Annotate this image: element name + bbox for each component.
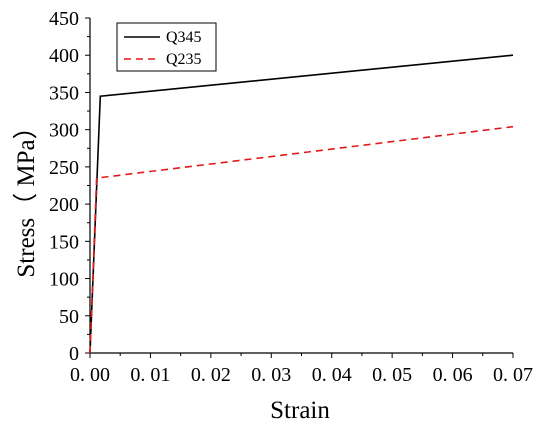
y-tick-label: 150 [49,231,79,253]
y-tick-label: 350 [49,82,79,104]
legend-label-q345: Q345 [166,29,202,46]
y-tick-label: 250 [49,157,79,179]
y-tick-label: 300 [49,120,79,142]
y-tick-label: 450 [49,8,79,30]
legend: Q345 Q235 [116,22,217,72]
x-tick-label: 0. 02 [191,364,231,386]
series-line-q235 [89,125,514,354]
y-tick-label: 0 [69,343,79,365]
series-layer [89,54,514,354]
x-tick-label: 0. 03 [251,364,291,386]
y-axis-ticks: 0 50 100 150 200 250 300 350 400 450 [49,8,90,365]
x-tick-label: 0. 04 [312,364,352,386]
y-axis-title: Stress（ MPa） [12,114,40,277]
x-tick-label: 0. 05 [372,364,412,386]
x-tick-label: 0. 00 [70,364,110,386]
legend-box [116,22,217,72]
y-tick-label: 200 [49,194,79,216]
x-axis-ticks: 0. 00 0. 01 0. 02 0. 03 0. 04 0. 05 0. 06 0. 07 [70,353,533,386]
x-tick-label: 0. 06 [433,364,473,386]
legend-label-q235: Q235 [166,51,202,68]
series-line-q345 [89,54,514,354]
y-tick-label: 400 [49,45,79,67]
x-tick-label: 0. 07 [493,364,533,386]
x-tick-label: 0. 01 [130,364,170,386]
y-tick-label: 50 [59,306,79,328]
x-axis-title: Strain [270,397,330,424]
y-tick-label: 100 [49,269,79,291]
